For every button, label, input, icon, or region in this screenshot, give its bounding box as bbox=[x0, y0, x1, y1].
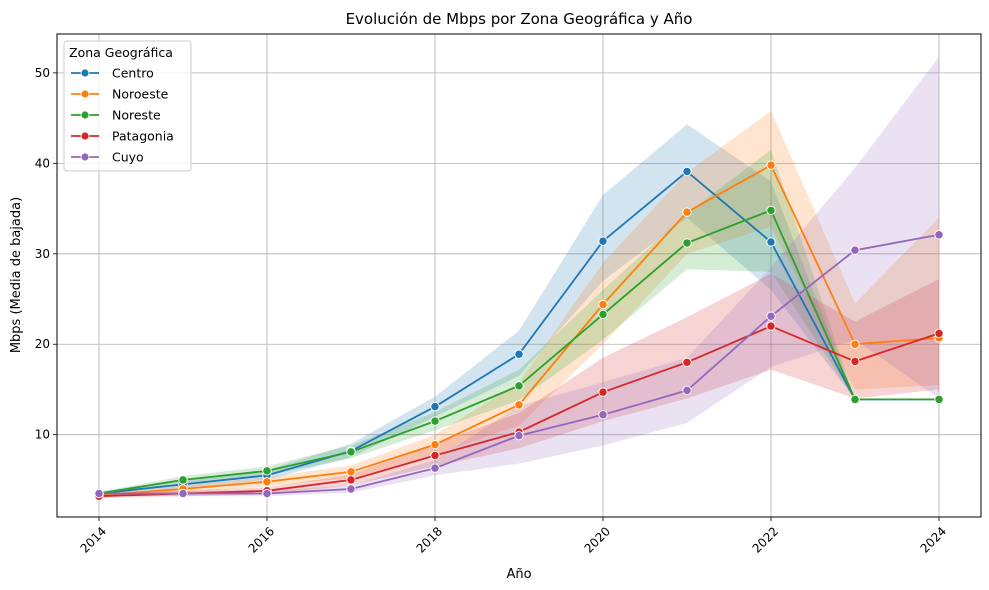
y-tick-label: 40 bbox=[35, 156, 50, 170]
data-point-noroeste bbox=[346, 467, 356, 477]
data-point-noreste bbox=[682, 238, 692, 248]
ci-band-noreste bbox=[99, 149, 939, 496]
data-point-cuyo bbox=[598, 410, 608, 420]
legend-marker bbox=[80, 110, 90, 120]
legend-label: Cuyo bbox=[112, 150, 144, 165]
data-point-noreste bbox=[514, 381, 524, 391]
x-axis-label: Año bbox=[506, 567, 531, 582]
x-axis-ticks: 2014 2016 2018 2020 2022 2024 bbox=[78, 517, 949, 556]
chart-title: Evolución de Mbps por Zona Geográfica y … bbox=[346, 10, 693, 28]
ci-band-patagonia bbox=[99, 273, 939, 498]
series-markers bbox=[94, 160, 944, 501]
y-tick-label: 30 bbox=[35, 247, 50, 261]
data-point-cuyo bbox=[430, 463, 440, 473]
gridlines bbox=[57, 34, 981, 517]
data-point-cuyo bbox=[94, 488, 104, 499]
legend-title: Zona Geográfica bbox=[69, 45, 173, 60]
data-point-noroeste bbox=[514, 400, 524, 410]
x-tick-label: 2014 bbox=[78, 524, 109, 555]
data-point-noreste bbox=[934, 394, 944, 405]
data-point-patagonia bbox=[682, 357, 692, 367]
data-point-centro bbox=[598, 236, 608, 246]
y-tick-label: 50 bbox=[35, 66, 50, 80]
data-point-centro bbox=[766, 237, 776, 247]
legend: Zona Geográfica Centro Noroeste Noreste Pata… bbox=[63, 40, 192, 172]
data-point-centro bbox=[682, 166, 692, 177]
x-tick-label: 2018 bbox=[414, 524, 445, 555]
data-point-noreste bbox=[262, 466, 272, 476]
data-point-patagonia bbox=[598, 387, 608, 397]
y-axis-ticks: 10 20 30 40 50 bbox=[35, 66, 57, 442]
data-point-cuyo bbox=[178, 488, 188, 499]
data-point-cuyo bbox=[682, 385, 692, 396]
data-point-noroeste bbox=[766, 160, 776, 170]
data-point-noreste bbox=[178, 475, 188, 485]
legend-marker bbox=[80, 89, 90, 99]
data-point-noreste bbox=[430, 416, 440, 426]
x-tick-label: 2016 bbox=[246, 524, 277, 555]
data-point-noreste bbox=[850, 394, 860, 405]
legend-label: Noreste bbox=[112, 108, 161, 123]
ci-band-centro bbox=[99, 124, 939, 496]
y-tick-label: 20 bbox=[35, 337, 50, 351]
data-point-cuyo bbox=[346, 484, 356, 494]
x-tick-label: 2020 bbox=[582, 524, 613, 555]
data-point-cuyo bbox=[262, 488, 272, 499]
legend-marker bbox=[80, 68, 90, 78]
x-tick-label: 2024 bbox=[918, 524, 949, 555]
data-point-noreste bbox=[598, 309, 608, 320]
data-point-noroeste bbox=[850, 339, 860, 349]
data-point-noroeste bbox=[262, 477, 272, 487]
legend-marker bbox=[80, 131, 90, 141]
plot-frame bbox=[56, 33, 982, 518]
data-point-noroeste bbox=[430, 439, 440, 450]
x-tick-label: 2022 bbox=[750, 524, 781, 555]
data-point-centro bbox=[514, 349, 524, 359]
legend-marker bbox=[80, 152, 90, 162]
legend-label: Patagonia bbox=[112, 129, 174, 144]
data-point-patagonia bbox=[766, 321, 776, 331]
ci-band-cuyo bbox=[99, 56, 939, 497]
y-tick-label: 10 bbox=[35, 428, 50, 442]
y-axis-label: Mbps (Media de bajada) bbox=[9, 197, 24, 353]
data-point-patagonia bbox=[934, 328, 944, 339]
data-point-patagonia bbox=[346, 475, 356, 485]
data-point-cuyo bbox=[934, 230, 944, 240]
data-point-patagonia bbox=[850, 356, 860, 367]
data-point-cuyo bbox=[766, 311, 776, 321]
legend-label: Centro bbox=[112, 66, 154, 81]
data-point-noroeste bbox=[598, 299, 608, 310]
data-point-noroeste bbox=[682, 207, 692, 217]
data-point-cuyo bbox=[514, 430, 524, 441]
data-point-patagonia bbox=[430, 450, 440, 461]
data-point-centro bbox=[430, 402, 440, 412]
data-point-cuyo bbox=[850, 245, 860, 255]
data-point-noreste bbox=[766, 205, 776, 216]
legend-label: Noroeste bbox=[112, 87, 169, 102]
data-point-noreste bbox=[346, 447, 356, 457]
